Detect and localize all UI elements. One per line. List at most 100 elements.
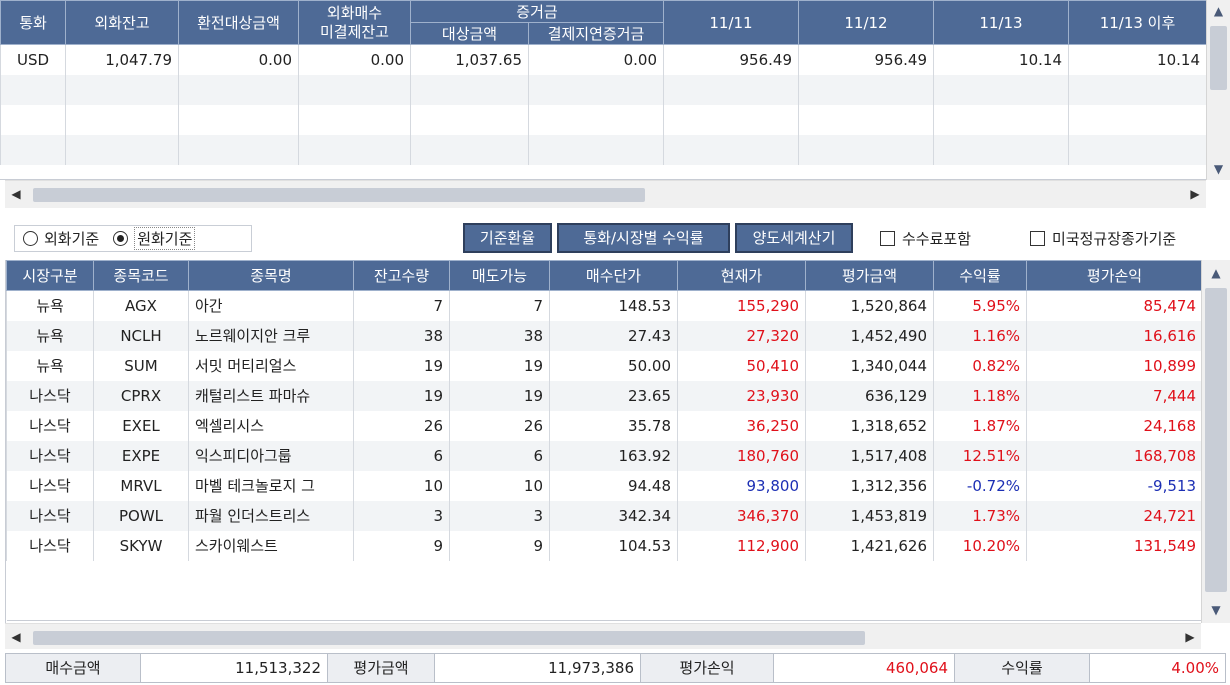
cell-d4: 10.14: [1068, 44, 1206, 75]
stock-header-col-1[interactable]: 종목코드: [93, 260, 189, 291]
cell-qty: 6: [353, 440, 450, 471]
table-row[interactable]: 나스닥 POWL 파월 인더스트리스 3 3 342.34 346,370 1,453,819…: [6, 500, 1201, 531]
cell-avg-price: 163.92: [549, 440, 678, 471]
scroll-down-arrow-icon[interactable]: ▼: [1213, 162, 1224, 176]
stock-header-col-3[interactable]: 잔고수량: [353, 260, 450, 291]
scroll-thumb[interactable]: [1205, 288, 1227, 592]
cell-eval-amount: 1,453,819: [805, 500, 934, 531]
stock-vertical-scrollbar[interactable]: ▲ ▼: [1201, 260, 1230, 623]
cell-sellable: 19: [449, 350, 550, 381]
cell-eval-pl: -9,513: [1026, 470, 1201, 501]
table-row[interactable]: 나스닥 EXPE 익스피디아그룹 6 6 163.92 180,760 1,517,408 12…: [6, 440, 1201, 471]
scroll-left-arrow-icon[interactable]: ◀: [11, 187, 21, 201]
cell-margin-target: 1,037.65: [410, 44, 529, 75]
scroll-thumb[interactable]: [33, 188, 645, 202]
top-horizontal-scrollbar[interactable]: ◀ ▶: [5, 180, 1206, 208]
stock-header-col-7[interactable]: 평가금액: [805, 260, 934, 291]
cell-market: 나스닥: [6, 440, 94, 471]
scroll-up-arrow-icon[interactable]: ▲: [1213, 4, 1224, 18]
header-fx-balance[interactable]: 외화잔고: [65, 0, 179, 45]
header-date-3[interactable]: 11/13: [933, 0, 1069, 45]
cell-avg-price: 27.43: [549, 320, 678, 351]
cell-qty: 38: [353, 320, 450, 351]
header-date-4[interactable]: 11/13 이후: [1068, 0, 1206, 45]
stock-header-col-6[interactable]: 현재가: [677, 260, 806, 291]
cell-avg-price: 342.34: [549, 500, 678, 531]
cell-qty: 3: [353, 500, 450, 531]
header-margin-target[interactable]: 대상금액: [410, 22, 529, 45]
radio-krw-label: 원화기준: [134, 227, 196, 250]
stock-header-col-0[interactable]: 시장구분: [6, 260, 94, 291]
us-close-price-checkbox[interactable]: 미국정규장종가기준: [1030, 228, 1176, 249]
cell-avg-price: 23.65: [549, 380, 678, 411]
top-vertical-scrollbar[interactable]: ▲ ▼: [1206, 0, 1230, 180]
radio-krw-basis[interactable]: 원화기준: [113, 227, 196, 250]
table-row[interactable]: 뉴욕 NCLH 노르웨이지안 크루 38 38 27.43 27,320 1,452,490 1…: [6, 320, 1201, 351]
cell-eval-pl: 10,899: [1026, 350, 1201, 381]
table-row[interactable]: 뉴욕 AGX 아간 7 7 148.53 155,290 1,520,864 5.95% 85,4…: [6, 290, 1201, 321]
stock-header-col-2[interactable]: 종목명: [188, 260, 354, 291]
cell-name: 익스피디아그룹: [188, 440, 354, 471]
header-exchange-target[interactable]: 환전대상금액: [178, 0, 299, 45]
cell-return-rate: 1.16%: [933, 320, 1027, 351]
cell-sellable: 10: [449, 470, 550, 501]
header-margin[interactable]: 증거금: [410, 0, 664, 23]
table-row[interactable]: 나스닥 MRVL 마벨 테크놀로지 그 10 10 94.48 93,800 1,312,35…: [6, 470, 1201, 501]
header-currency[interactable]: 통화: [0, 0, 66, 45]
checkbox-icon: [1030, 231, 1045, 246]
radio-off-icon: [23, 231, 38, 246]
radio-fx-label: 외화기준: [44, 230, 100, 248]
cell-current-price: 346,370: [677, 500, 806, 531]
cell-return-rate: 0.82%: [933, 350, 1027, 381]
table-row[interactable]: 뉴욕 SUM 서밋 머티리얼스 19 19 50.00 50,410 1,340,044 0.8…: [6, 350, 1201, 381]
table-row[interactable]: 나스닥 CPRX 캐털리스트 파마슈 19 19 23.65 23,930 636,129 1.…: [6, 380, 1201, 411]
cell-market: 뉴욕: [6, 290, 94, 321]
table-row[interactable]: 나스닥 EXEL 엑셀리시스 26 26 35.78 36,250 1,318,652 1.87…: [6, 410, 1201, 441]
scroll-thumb[interactable]: [1210, 26, 1227, 90]
cell-eval-amount: 1,517,408: [805, 440, 934, 471]
stock-header-col-8[interactable]: 수익률: [933, 260, 1027, 291]
base-rate-button[interactable]: 기준환율: [463, 223, 552, 253]
cell-qty: 7: [353, 290, 450, 321]
radio-fx-basis[interactable]: 외화기준: [23, 228, 99, 249]
scroll-thumb[interactable]: [33, 631, 865, 645]
cell-avg-price: 148.53: [549, 290, 678, 321]
cell-eval-amount: 636,129: [805, 380, 934, 411]
cell-sellable: 38: [449, 320, 550, 351]
scroll-down-arrow-icon[interactable]: ▼: [1211, 603, 1221, 617]
cell-margin-delay: 0.00: [528, 44, 664, 75]
header-margin-delay[interactable]: 결제지연증거금: [528, 22, 664, 45]
summary-bar: 매수금액 11,513,322 평가금액 11,973,386 평가손익 460…: [5, 653, 1226, 683]
cell-return-rate: 1.18%: [933, 380, 1027, 411]
table-row[interactable]: USD 1,047.79 0.00 0.00 1,037.65 0.00 956…: [0, 44, 1206, 75]
cell-market: 뉴욕: [6, 320, 94, 351]
stock-header-col-5[interactable]: 매수단가: [549, 260, 678, 291]
cell-sellable: 3: [449, 500, 550, 531]
cell-code: MRVL: [93, 470, 189, 501]
scroll-right-arrow-icon[interactable]: ▶: [1185, 630, 1195, 644]
cell-d3: 10.14: [933, 44, 1069, 75]
stock-header-col-4[interactable]: 매도가능: [449, 260, 550, 291]
eval-amount-value: 11,973,386: [435, 654, 641, 682]
cell-market: 나스닥: [6, 380, 94, 411]
scroll-right-arrow-icon[interactable]: ▶: [1190, 187, 1200, 201]
header-fx-buy-unsettled[interactable]: 외화매수 미결제잔고: [298, 0, 411, 45]
stock-header-col-9[interactable]: 평가손익: [1026, 260, 1201, 291]
cell-current-price: 93,800: [677, 470, 806, 501]
cell-current-price: 50,410: [677, 350, 806, 381]
scroll-up-arrow-icon[interactable]: ▲: [1211, 266, 1221, 280]
cell-qty: 19: [353, 380, 450, 411]
return-by-market-button[interactable]: 통화/시장별 수익률: [557, 223, 730, 253]
radio-on-icon: [113, 231, 129, 246]
header-date-2[interactable]: 11/12: [798, 0, 934, 45]
cell-eval-pl: 16,616: [1026, 320, 1201, 351]
header-date-1[interactable]: 11/11: [663, 0, 799, 45]
stock-horizontal-scrollbar[interactable]: ◀ ▶: [5, 623, 1201, 649]
table-row[interactable]: 나스닥 SKYW 스카이웨스트 9 9 104.53 112,900 1,421,626 10.…: [6, 530, 1201, 561]
include-fee-checkbox[interactable]: 수수료포함: [880, 228, 971, 249]
scroll-left-arrow-icon[interactable]: ◀: [11, 630, 21, 644]
us-close-price-label: 미국정규장종가기준: [1052, 230, 1177, 248]
cell-sellable: 9: [449, 530, 550, 561]
transfer-tax-calculator-button[interactable]: 양도세계산기: [735, 223, 853, 253]
cell-name: 아간: [188, 290, 354, 321]
